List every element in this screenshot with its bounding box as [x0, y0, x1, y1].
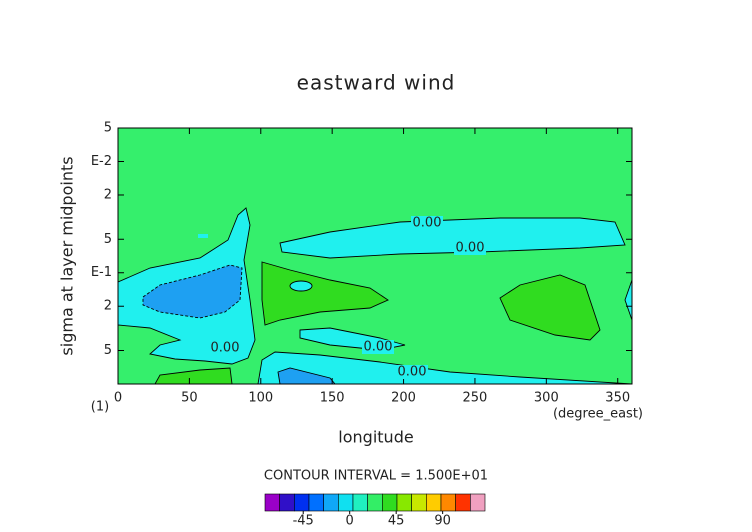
y-tick-label: E-1	[91, 265, 112, 280]
plot-frame	[117, 127, 633, 385]
colorbar-box	[382, 493, 398, 512]
colorbar-box	[279, 493, 295, 512]
x-tick-label: 100	[248, 391, 273, 406]
colorbar-tick-label: 90	[434, 514, 451, 529]
colorbar-box	[455, 493, 471, 512]
y-tick-label: 2	[104, 299, 112, 314]
x-tick-label: 200	[391, 391, 416, 406]
colorbar-box	[426, 493, 442, 512]
region-positive	[499, 274, 601, 341]
colorbar-box	[396, 493, 412, 512]
colorbar-tick-label: 45	[388, 514, 405, 529]
chart-title: eastward wind	[297, 71, 456, 95]
colorbar-box	[338, 493, 354, 512]
region-positive	[261, 261, 389, 326]
colorbar-tick-label: -45	[293, 514, 314, 529]
y-tick-label: 5	[104, 121, 112, 136]
x-tick-label: 50	[181, 391, 198, 406]
x-tick-label: 300	[534, 391, 559, 406]
y-unit: (1)	[91, 400, 109, 415]
contour-label-bg	[396, 365, 428, 379]
region-negative	[198, 234, 208, 238]
colorbar-box	[264, 493, 280, 512]
x-tick-label: 350	[605, 391, 630, 406]
colorbar-box	[294, 493, 310, 512]
colorbar-box	[367, 493, 383, 512]
colorbar-box	[323, 493, 339, 512]
contour-label: 0.00	[364, 340, 393, 355]
colorbar-box	[470, 493, 486, 512]
region-strong-negative	[142, 264, 243, 319]
y-tick-label: 5	[104, 232, 112, 247]
colorbar-box	[352, 493, 368, 512]
region-negative	[279, 217, 626, 259]
y-tick-label: 2	[104, 187, 112, 202]
contour-label-bg	[411, 216, 443, 230]
region-negative	[289, 280, 313, 292]
x-tick-label: 0	[114, 391, 122, 406]
y-tick-label: 5	[104, 343, 112, 358]
colorbar-tick-label: 0	[346, 514, 354, 529]
contour-label: 0.00	[456, 241, 485, 256]
x-tick-label: 250	[463, 391, 488, 406]
colorbar-box	[440, 493, 456, 512]
y-axis-label: sigma at layer midpoints	[58, 156, 77, 355]
contour-interval: CONTOUR INTERVAL = 1.500E+01	[264, 469, 488, 484]
contour-label-bg	[209, 341, 241, 355]
contour-label-bg	[362, 340, 394, 354]
contour-label-bg	[454, 241, 486, 255]
y-tick-label: E-2	[91, 154, 112, 169]
colorbar-box	[411, 493, 427, 512]
x-axis-label: longitude	[338, 428, 413, 447]
contour-label: 0.00	[398, 365, 427, 380]
contour-label: 0.00	[211, 341, 240, 356]
colorbar-box	[308, 493, 324, 512]
region-negative	[257, 351, 633, 385]
x-tick-label: 150	[320, 391, 345, 406]
contour-label: 0.00	[413, 216, 442, 231]
x-unit: (degree_east)	[553, 407, 643, 422]
